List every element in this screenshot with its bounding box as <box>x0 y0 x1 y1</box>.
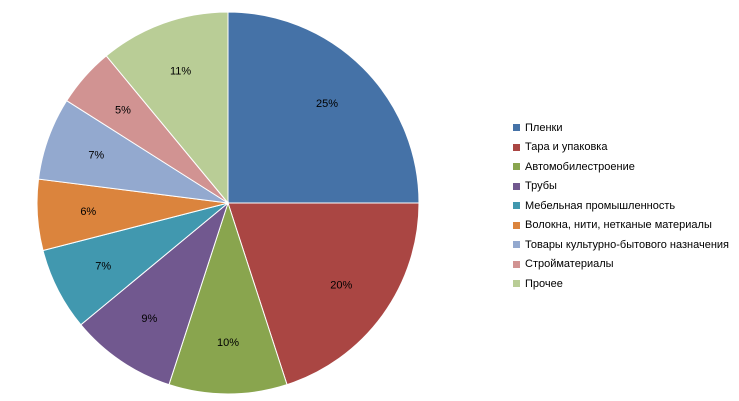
pie-slices <box>36 11 420 395</box>
pie-slice-4 <box>80 201 230 386</box>
data-label-5: 7% <box>95 261 111 273</box>
legend-item: Волокна, нити, нетканые материалы <box>513 216 729 236</box>
legend-label: Стройматериалы <box>525 258 614 271</box>
data-label-2: 20% <box>330 279 352 291</box>
legend-swatch <box>513 124 520 132</box>
legend-swatch <box>513 280 520 288</box>
pie-slice-labels: 25% 20% 10% 9% 7% 6% 7% 5% 11% <box>80 65 352 349</box>
legend-swatch <box>513 202 520 210</box>
legend-item: Товары культурно-бытового назначения <box>513 235 729 255</box>
legend-swatch <box>513 241 520 249</box>
legend-item: Стройматериалы <box>513 255 729 275</box>
legend-label: Автомобилестроение <box>525 160 635 173</box>
data-label-3: 10% <box>217 337 239 349</box>
legend-swatch <box>513 260 520 268</box>
legend-label: Прочее <box>525 277 563 290</box>
pie-slice-9 <box>105 11 229 205</box>
pie-slice-3 <box>168 201 288 395</box>
legend-item: Прочее <box>513 274 729 294</box>
legend-item: Мебельная промышленность <box>513 196 729 216</box>
data-label-9: 11% <box>170 65 191 77</box>
pie-slice-2 <box>227 202 420 386</box>
data-label-6: 6% <box>80 206 96 218</box>
legend-item: Автомобилестроение <box>513 157 729 177</box>
data-label-1: 25% <box>316 98 338 110</box>
legend-swatch <box>513 182 520 190</box>
legend-item: Пленки <box>513 118 729 138</box>
legend-swatch <box>513 221 520 229</box>
pie-slice-1 <box>227 11 420 204</box>
legend-label: Тара и упаковка <box>525 141 608 154</box>
legend-label: Товары культурно-бытового назначения <box>525 238 729 251</box>
legend-label: Волокна, нити, нетканые материалы <box>525 219 712 232</box>
legend-label: Мебельная промышленность <box>525 199 676 212</box>
legend-label: Трубы <box>525 180 557 193</box>
data-label-4: 9% <box>141 313 157 325</box>
data-label-7: 7% <box>88 150 104 162</box>
legend-item: Тара и упаковка <box>513 138 729 158</box>
legend-label: Пленки <box>525 121 563 134</box>
legend-swatch <box>513 163 520 171</box>
legend-swatch <box>513 143 520 151</box>
legend: Пленки Тара и упаковка Автомобилестроение Т… <box>513 118 729 294</box>
legend-item: Трубы <box>513 177 729 197</box>
data-label-8: 5% <box>115 104 131 116</box>
